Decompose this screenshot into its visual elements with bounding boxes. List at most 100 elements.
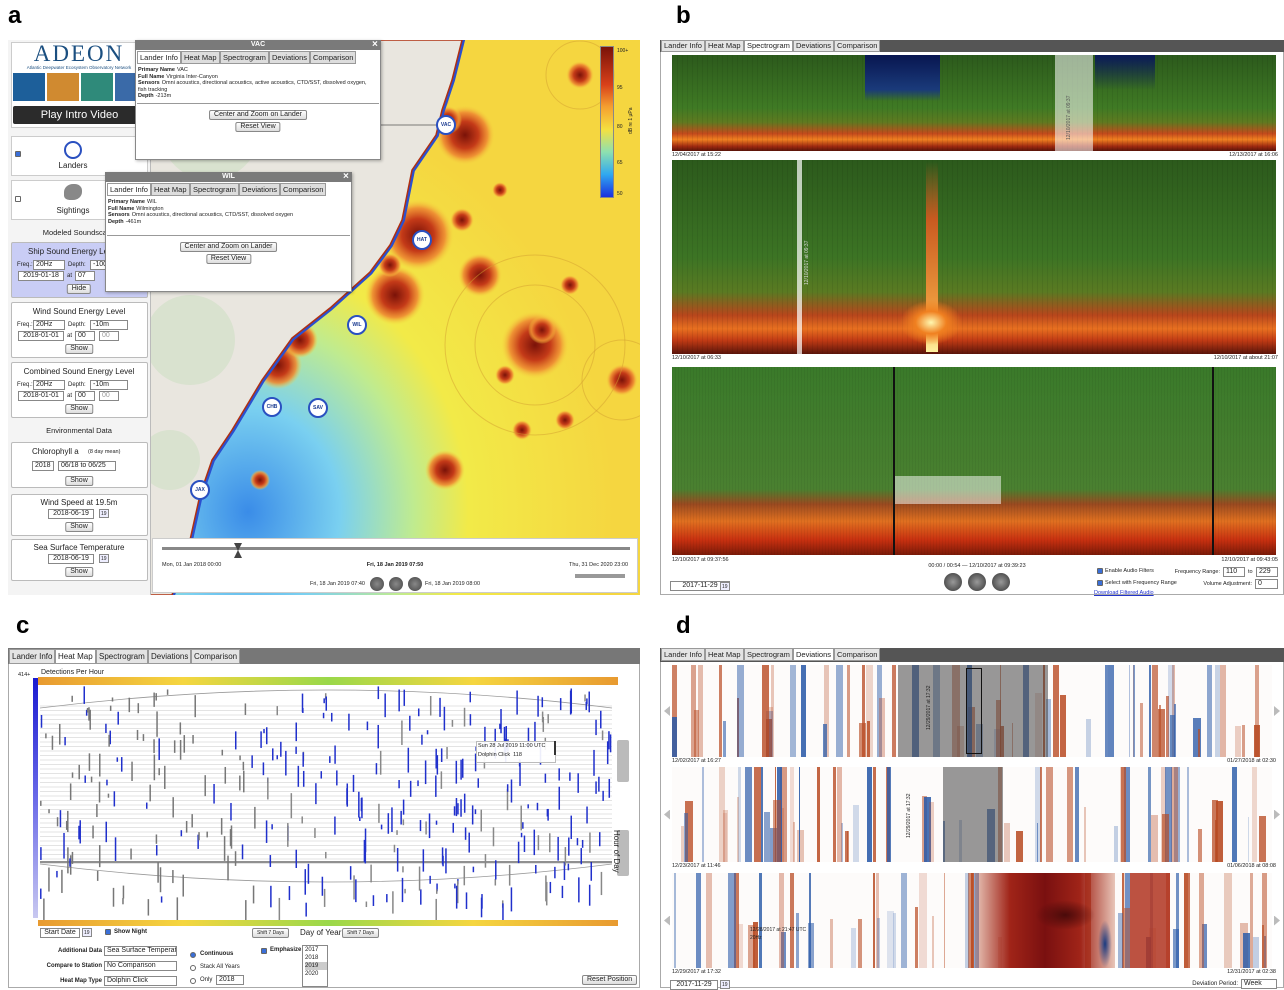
checkbox[interactable] [15, 151, 21, 157]
number-input[interactable]: 110 [1223, 567, 1245, 577]
timeline-handle[interactable] [234, 543, 242, 551]
step-back-button[interactable] [370, 577, 384, 591]
stop-button[interactable] [992, 573, 1010, 591]
play-button[interactable] [389, 577, 403, 591]
calendar-icon[interactable]: 19 [99, 554, 109, 563]
nav-arrow[interactable] [664, 706, 670, 716]
tab[interactable]: Heat Map [181, 51, 220, 64]
select[interactable]: -10m [90, 380, 128, 390]
layer-button[interactable]: Hide [66, 284, 92, 294]
lander-label[interactable]: HAT [417, 237, 427, 243]
tab[interactable]: Deviations [239, 183, 281, 196]
step-forward-button[interactable] [408, 577, 422, 591]
tab[interactable]: Comparison [834, 40, 881, 52]
tab[interactable]: Heat Map [705, 648, 744, 661]
tab[interactable]: Deviations [793, 40, 835, 52]
tab[interactable]: Lander Info [107, 183, 151, 196]
timeline-handle[interactable] [234, 550, 242, 558]
popup-button[interactable]: Center and Zoom on Lander [179, 242, 278, 252]
select[interactable]: 2018 [32, 461, 54, 471]
select[interactable]: 06/18 to 06/25 [58, 461, 116, 471]
date-input[interactable]: 2018-01-01 [18, 331, 64, 341]
close-button[interactable]: × [372, 39, 378, 50]
number-input[interactable]: 0 [1255, 579, 1278, 589]
date-input[interactable]: 2018-06-19 [48, 509, 94, 519]
select[interactable]: 07 [75, 271, 95, 281]
shift-button[interactable]: Shift 7 Days [342, 928, 379, 938]
nav-arrow[interactable] [1274, 706, 1280, 716]
select[interactable]: -10m [90, 320, 128, 330]
select[interactable]: 00 [75, 391, 95, 401]
select[interactable]: Sea Surface Temperat [104, 946, 177, 956]
calendar-icon[interactable]: 19 [82, 928, 92, 937]
close-button[interactable]: × [343, 171, 349, 182]
nav-arrow[interactable] [1274, 915, 1280, 926]
select[interactable]: Week [1241, 979, 1277, 989]
nav-arrow[interactable] [664, 915, 670, 926]
tab[interactable]: Spectrogram [96, 649, 148, 664]
shift-button[interactable]: Shift 7 Days [252, 928, 289, 938]
select[interactable]: No Comparison [104, 961, 177, 971]
date-input[interactable]: 2018-01-01 [18, 391, 64, 401]
tab[interactable]: Lander Info [9, 649, 56, 664]
lander-label[interactable]: SAV [313, 405, 323, 411]
checkbox[interactable] [105, 929, 111, 935]
calendar-icon[interactable]: 19 [720, 582, 730, 591]
tab[interactable]: Comparison [310, 51, 357, 64]
select[interactable]: 00 [99, 391, 119, 401]
tab[interactable]: Lander Info [137, 51, 181, 64]
tab[interactable]: Comparison [191, 649, 241, 664]
tab[interactable]: Comparison [834, 648, 881, 661]
lander-label[interactable]: WIL [352, 322, 362, 328]
play-button[interactable]: Play Intro Video [13, 106, 146, 124]
layer-button[interactable]: Show [65, 344, 93, 354]
reset-button[interactable]: Reset Position [582, 975, 638, 985]
scroll-button[interactable] [617, 830, 629, 876]
play-button[interactable] [968, 573, 986, 591]
radio[interactable] [190, 952, 196, 958]
nav-arrow[interactable] [664, 809, 670, 820]
tab[interactable]: Deviations [148, 649, 192, 664]
scroll-button[interactable] [617, 740, 629, 782]
download-button[interactable] [944, 573, 962, 591]
tab[interactable]: Comparison [280, 183, 327, 196]
tab[interactable]: Spectrogram [744, 648, 793, 661]
number-input[interactable]: 229 [1256, 567, 1278, 577]
lander-label[interactable]: JAX [195, 487, 205, 493]
tab[interactable]: Heat Map [705, 40, 744, 52]
layer-button[interactable]: Show [65, 522, 93, 532]
date-input[interactable]: 2018-06-19 [48, 554, 94, 564]
download-link[interactable]: Download Filtered Audio [1094, 590, 1154, 596]
date-input[interactable]: 2017-11-29 [670, 980, 718, 990]
layer-button[interactable]: Show [65, 567, 93, 577]
select[interactable]: 20Hz [33, 320, 65, 330]
date-input[interactable]: Start Date [40, 928, 80, 938]
layer-button[interactable]: Show [65, 404, 93, 414]
select[interactable]: Dolphin Click [104, 976, 177, 986]
tab[interactable]: Spectrogram [220, 51, 269, 64]
tab[interactable]: Deviations [269, 51, 311, 64]
checkbox[interactable] [1097, 580, 1103, 586]
date-input[interactable]: 2019-01-18 [18, 271, 64, 281]
nav-arrow[interactable] [1274, 809, 1280, 820]
tab[interactable]: Lander Info [661, 40, 705, 52]
popup-button[interactable]: Reset View [235, 122, 281, 132]
checkbox[interactable] [261, 948, 267, 954]
lander-label[interactable]: CHB [266, 404, 278, 410]
popup-button[interactable]: Center and Zoom on Lander [209, 110, 307, 120]
calendar-icon[interactable]: 19 [720, 980, 730, 989]
tab[interactable]: Heat Map [55, 649, 96, 664]
select[interactable]: 2018 [216, 975, 244, 985]
tab[interactable]: Lander Info [661, 648, 705, 661]
tab[interactable]: Heat Map [151, 183, 190, 196]
radio[interactable] [190, 965, 196, 971]
select[interactable]: 20Hz [33, 380, 65, 390]
tab[interactable]: Deviations [793, 648, 835, 661]
select[interactable]: 20Hz [33, 260, 65, 270]
layer-button[interactable]: Show [65, 476, 93, 486]
checkbox[interactable] [1097, 568, 1103, 574]
lander-label[interactable]: VAC [440, 122, 452, 128]
select[interactable]: 00 [75, 331, 95, 341]
tab[interactable]: Spectrogram [744, 40, 793, 52]
checkbox[interactable] [15, 196, 21, 202]
